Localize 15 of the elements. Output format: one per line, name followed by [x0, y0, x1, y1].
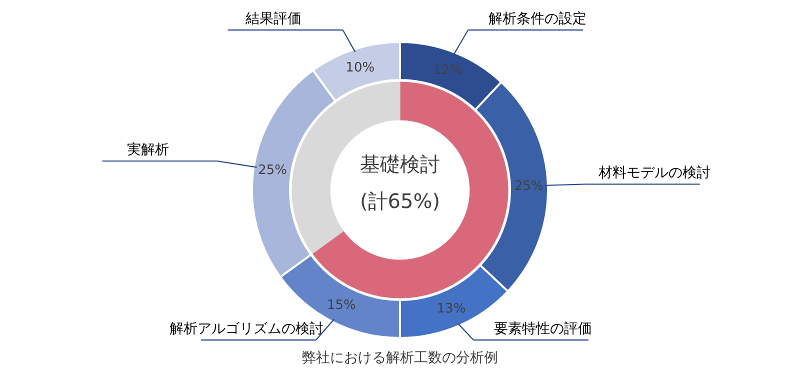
data-label: 13% — [436, 301, 466, 316]
text: 基礎検討 — [360, 152, 440, 176]
slice-label: 材料モデルの検討 — [597, 165, 710, 182]
data-label: 25% — [514, 178, 544, 194]
data-label: 15% — [326, 298, 356, 313]
slice-label: 解析アルゴリズムの検討 — [170, 321, 324, 337]
data-label: 10% — [346, 60, 375, 76]
slice-label: 結果評価 — [244, 11, 302, 27]
text: (計65%) — [360, 189, 440, 213]
slice-label: 要素特性の評価 — [494, 321, 592, 337]
slice-label: 実解析 — [126, 142, 169, 158]
data-label: 12% — [433, 63, 462, 78]
text: 弊社における解析工数の分析例 — [302, 350, 498, 366]
data-label: 25% — [258, 162, 288, 178]
slice-label: 解析条件の設定 — [488, 11, 587, 27]
